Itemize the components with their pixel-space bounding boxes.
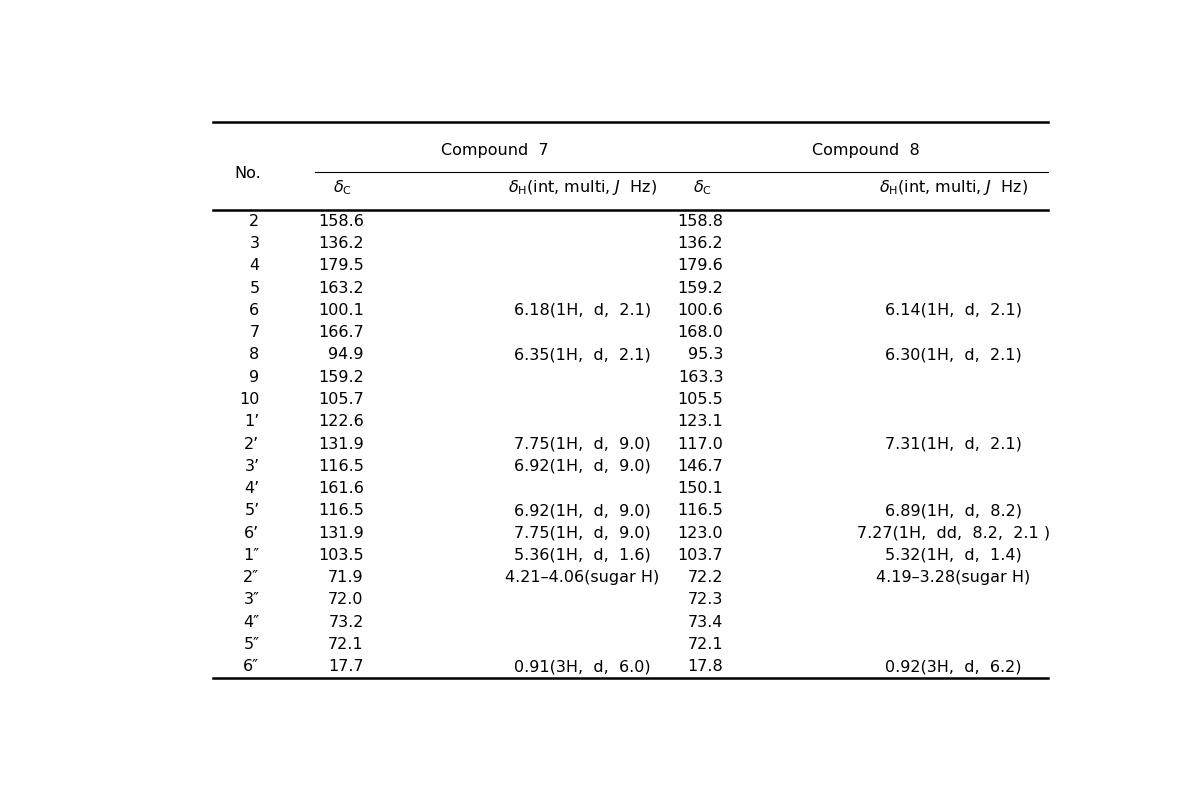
- Text: 3″: 3″: [244, 593, 259, 608]
- Text: 7.27(1H,  dd,  8.2,  2.1 ): 7.27(1H, dd, 8.2, 2.1 ): [857, 525, 1050, 540]
- Text: 158.6: 158.6: [318, 214, 364, 229]
- Text: 116.5: 116.5: [318, 503, 364, 518]
- Text: 103.5: 103.5: [318, 548, 364, 563]
- Text: 6’: 6’: [244, 525, 259, 540]
- Text: 3: 3: [250, 236, 259, 251]
- Text: 3’: 3’: [244, 458, 259, 473]
- Text: 10: 10: [239, 392, 259, 407]
- Text: Compound  7: Compound 7: [440, 144, 549, 159]
- Text: 7: 7: [249, 325, 259, 340]
- Text: 4.21–4.06(sugar H): 4.21–4.06(sugar H): [505, 570, 659, 585]
- Text: 6.14(1H,  d,  2.1): 6.14(1H, d, 2.1): [885, 303, 1022, 318]
- Text: 4″: 4″: [243, 615, 259, 630]
- Text: 5.32(1H,  d,  1.4): 5.32(1H, d, 1.4): [885, 548, 1022, 563]
- Text: 5.36(1H,  d,  1.6): 5.36(1H, d, 1.6): [514, 548, 651, 563]
- Text: 72.2: 72.2: [688, 570, 724, 585]
- Text: 158.8: 158.8: [677, 214, 724, 229]
- Text: No.: No.: [234, 166, 261, 181]
- Text: 6: 6: [249, 303, 259, 318]
- Text: 116.5: 116.5: [677, 503, 724, 518]
- Text: 123.1: 123.1: [677, 414, 724, 429]
- Text: 100.6: 100.6: [677, 303, 724, 318]
- Text: 161.6: 161.6: [318, 481, 364, 496]
- Text: 0.91(3H,  d,  6.0): 0.91(3H, d, 6.0): [514, 660, 651, 675]
- Text: 71.9: 71.9: [328, 570, 364, 585]
- Text: 6.35(1H,  d,  2.1): 6.35(1H, d, 2.1): [514, 347, 651, 362]
- Text: 100.1: 100.1: [318, 303, 364, 318]
- Text: 2’: 2’: [244, 436, 259, 451]
- Text: 7.75(1H,  d,  9.0): 7.75(1H, d, 9.0): [514, 525, 651, 540]
- Text: Compound  8: Compound 8: [812, 144, 920, 159]
- Text: 4: 4: [249, 258, 259, 273]
- Text: 166.7: 166.7: [318, 325, 364, 340]
- Text: 72.1: 72.1: [688, 637, 724, 652]
- Text: 103.7: 103.7: [677, 548, 724, 563]
- Text: 131.9: 131.9: [318, 525, 364, 540]
- Text: 5″: 5″: [243, 637, 259, 652]
- Text: 179.5: 179.5: [318, 258, 364, 273]
- Text: 0.92(3H,  d,  6.2): 0.92(3H, d, 6.2): [885, 660, 1022, 675]
- Text: 72.3: 72.3: [688, 593, 724, 608]
- Text: 72.0: 72.0: [328, 593, 364, 608]
- Text: 150.1: 150.1: [677, 481, 724, 496]
- Text: 17.8: 17.8: [688, 660, 724, 675]
- Text: $\delta_{\rm H}$(int, multi, $\mathit{J}$  Hz): $\delta_{\rm H}$(int, multi, $\mathit{J}…: [508, 178, 657, 197]
- Text: 159.2: 159.2: [677, 281, 724, 296]
- Text: 95.3: 95.3: [688, 347, 724, 362]
- Text: 6″: 6″: [243, 660, 259, 675]
- Text: 6.18(1H,  d,  2.1): 6.18(1H, d, 2.1): [514, 303, 651, 318]
- Text: 8: 8: [249, 347, 259, 362]
- Text: 7.31(1H,  d,  2.1): 7.31(1H, d, 2.1): [885, 436, 1022, 451]
- Text: 159.2: 159.2: [318, 370, 364, 385]
- Text: 73.4: 73.4: [688, 615, 724, 630]
- Text: 2″: 2″: [243, 570, 259, 585]
- Text: 131.9: 131.9: [318, 436, 364, 451]
- Text: 163.2: 163.2: [318, 281, 364, 296]
- Text: 5: 5: [249, 281, 259, 296]
- Text: 5’: 5’: [244, 503, 259, 518]
- Text: 168.0: 168.0: [677, 325, 724, 340]
- Text: 105.5: 105.5: [677, 392, 724, 407]
- Text: 163.3: 163.3: [678, 370, 724, 385]
- Text: $\delta_{\rm C}$: $\delta_{\rm C}$: [333, 178, 352, 196]
- Text: 6.30(1H,  d,  2.1): 6.30(1H, d, 2.1): [885, 347, 1022, 362]
- Text: 94.9: 94.9: [328, 347, 364, 362]
- Text: 179.6: 179.6: [677, 258, 724, 273]
- Text: 117.0: 117.0: [677, 436, 724, 451]
- Text: 4.19–3.28(sugar H): 4.19–3.28(sugar H): [876, 570, 1031, 585]
- Text: 73.2: 73.2: [328, 615, 364, 630]
- Text: 6.92(1H,  d,  9.0): 6.92(1H, d, 9.0): [514, 458, 651, 473]
- Text: 116.5: 116.5: [318, 458, 364, 473]
- Text: 136.2: 136.2: [677, 236, 724, 251]
- Text: 122.6: 122.6: [318, 414, 364, 429]
- Text: 136.2: 136.2: [318, 236, 364, 251]
- Text: $\delta_{\rm H}$(int, multi, $\mathit{J}$  Hz): $\delta_{\rm H}$(int, multi, $\mathit{J}…: [878, 178, 1028, 197]
- Text: 72.1: 72.1: [328, 637, 364, 652]
- Text: 146.7: 146.7: [677, 458, 724, 473]
- Text: 4’: 4’: [244, 481, 259, 496]
- Text: 105.7: 105.7: [318, 392, 364, 407]
- Text: 6.89(1H,  d,  8.2): 6.89(1H, d, 8.2): [885, 503, 1022, 518]
- Text: 1’: 1’: [244, 414, 259, 429]
- Text: $\delta_{\rm C}$: $\delta_{\rm C}$: [693, 178, 712, 196]
- Text: 123.0: 123.0: [677, 525, 724, 540]
- Text: 9: 9: [249, 370, 259, 385]
- Text: 2: 2: [249, 214, 259, 229]
- Text: 7.75(1H,  d,  9.0): 7.75(1H, d, 9.0): [514, 436, 651, 451]
- Text: 17.7: 17.7: [328, 660, 364, 675]
- Text: 6.92(1H,  d,  9.0): 6.92(1H, d, 9.0): [514, 503, 651, 518]
- Text: 1″: 1″: [243, 548, 259, 563]
